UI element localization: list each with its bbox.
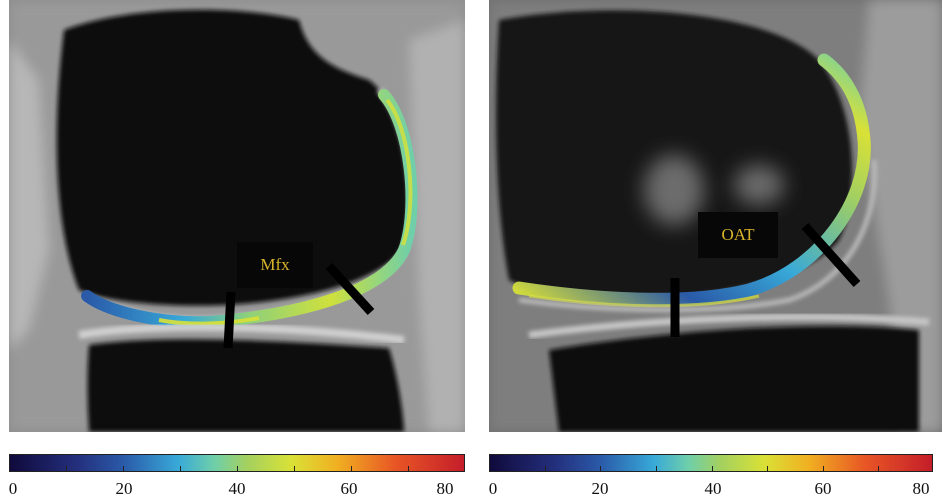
label-mfx: Mfx [237,242,313,288]
label-oat: OAT [698,212,778,258]
colorbar-right-tick-40: 40 [704,479,722,498]
mri-image-left [9,0,465,432]
colorbar-right [489,454,933,472]
colorbar-left-tick-60: 60 [340,479,358,498]
defect-marker-left-1 [223,291,236,349]
colorbar-right-tick-60: 60 [814,479,832,498]
colorbar-right-tick-0: 0 [488,479,498,498]
colorbar-left-tick-80: 80 [436,479,454,498]
colorbar-right-tick-80: 80 [912,479,930,498]
colorbar-left [9,454,465,472]
mri-panel-right: OAT [489,0,942,432]
defect-marker-right-2 [801,222,861,288]
defect-marker-left-2 [325,262,375,316]
colorbar-left-tick-0: 0 [8,479,18,498]
colorbar-left-tick-20: 20 [115,479,133,498]
colorbar-right-tick-20: 20 [591,479,609,498]
colorbar-left-tick-40: 40 [228,479,246,498]
mri-panel-left: Mfx [9,0,465,432]
